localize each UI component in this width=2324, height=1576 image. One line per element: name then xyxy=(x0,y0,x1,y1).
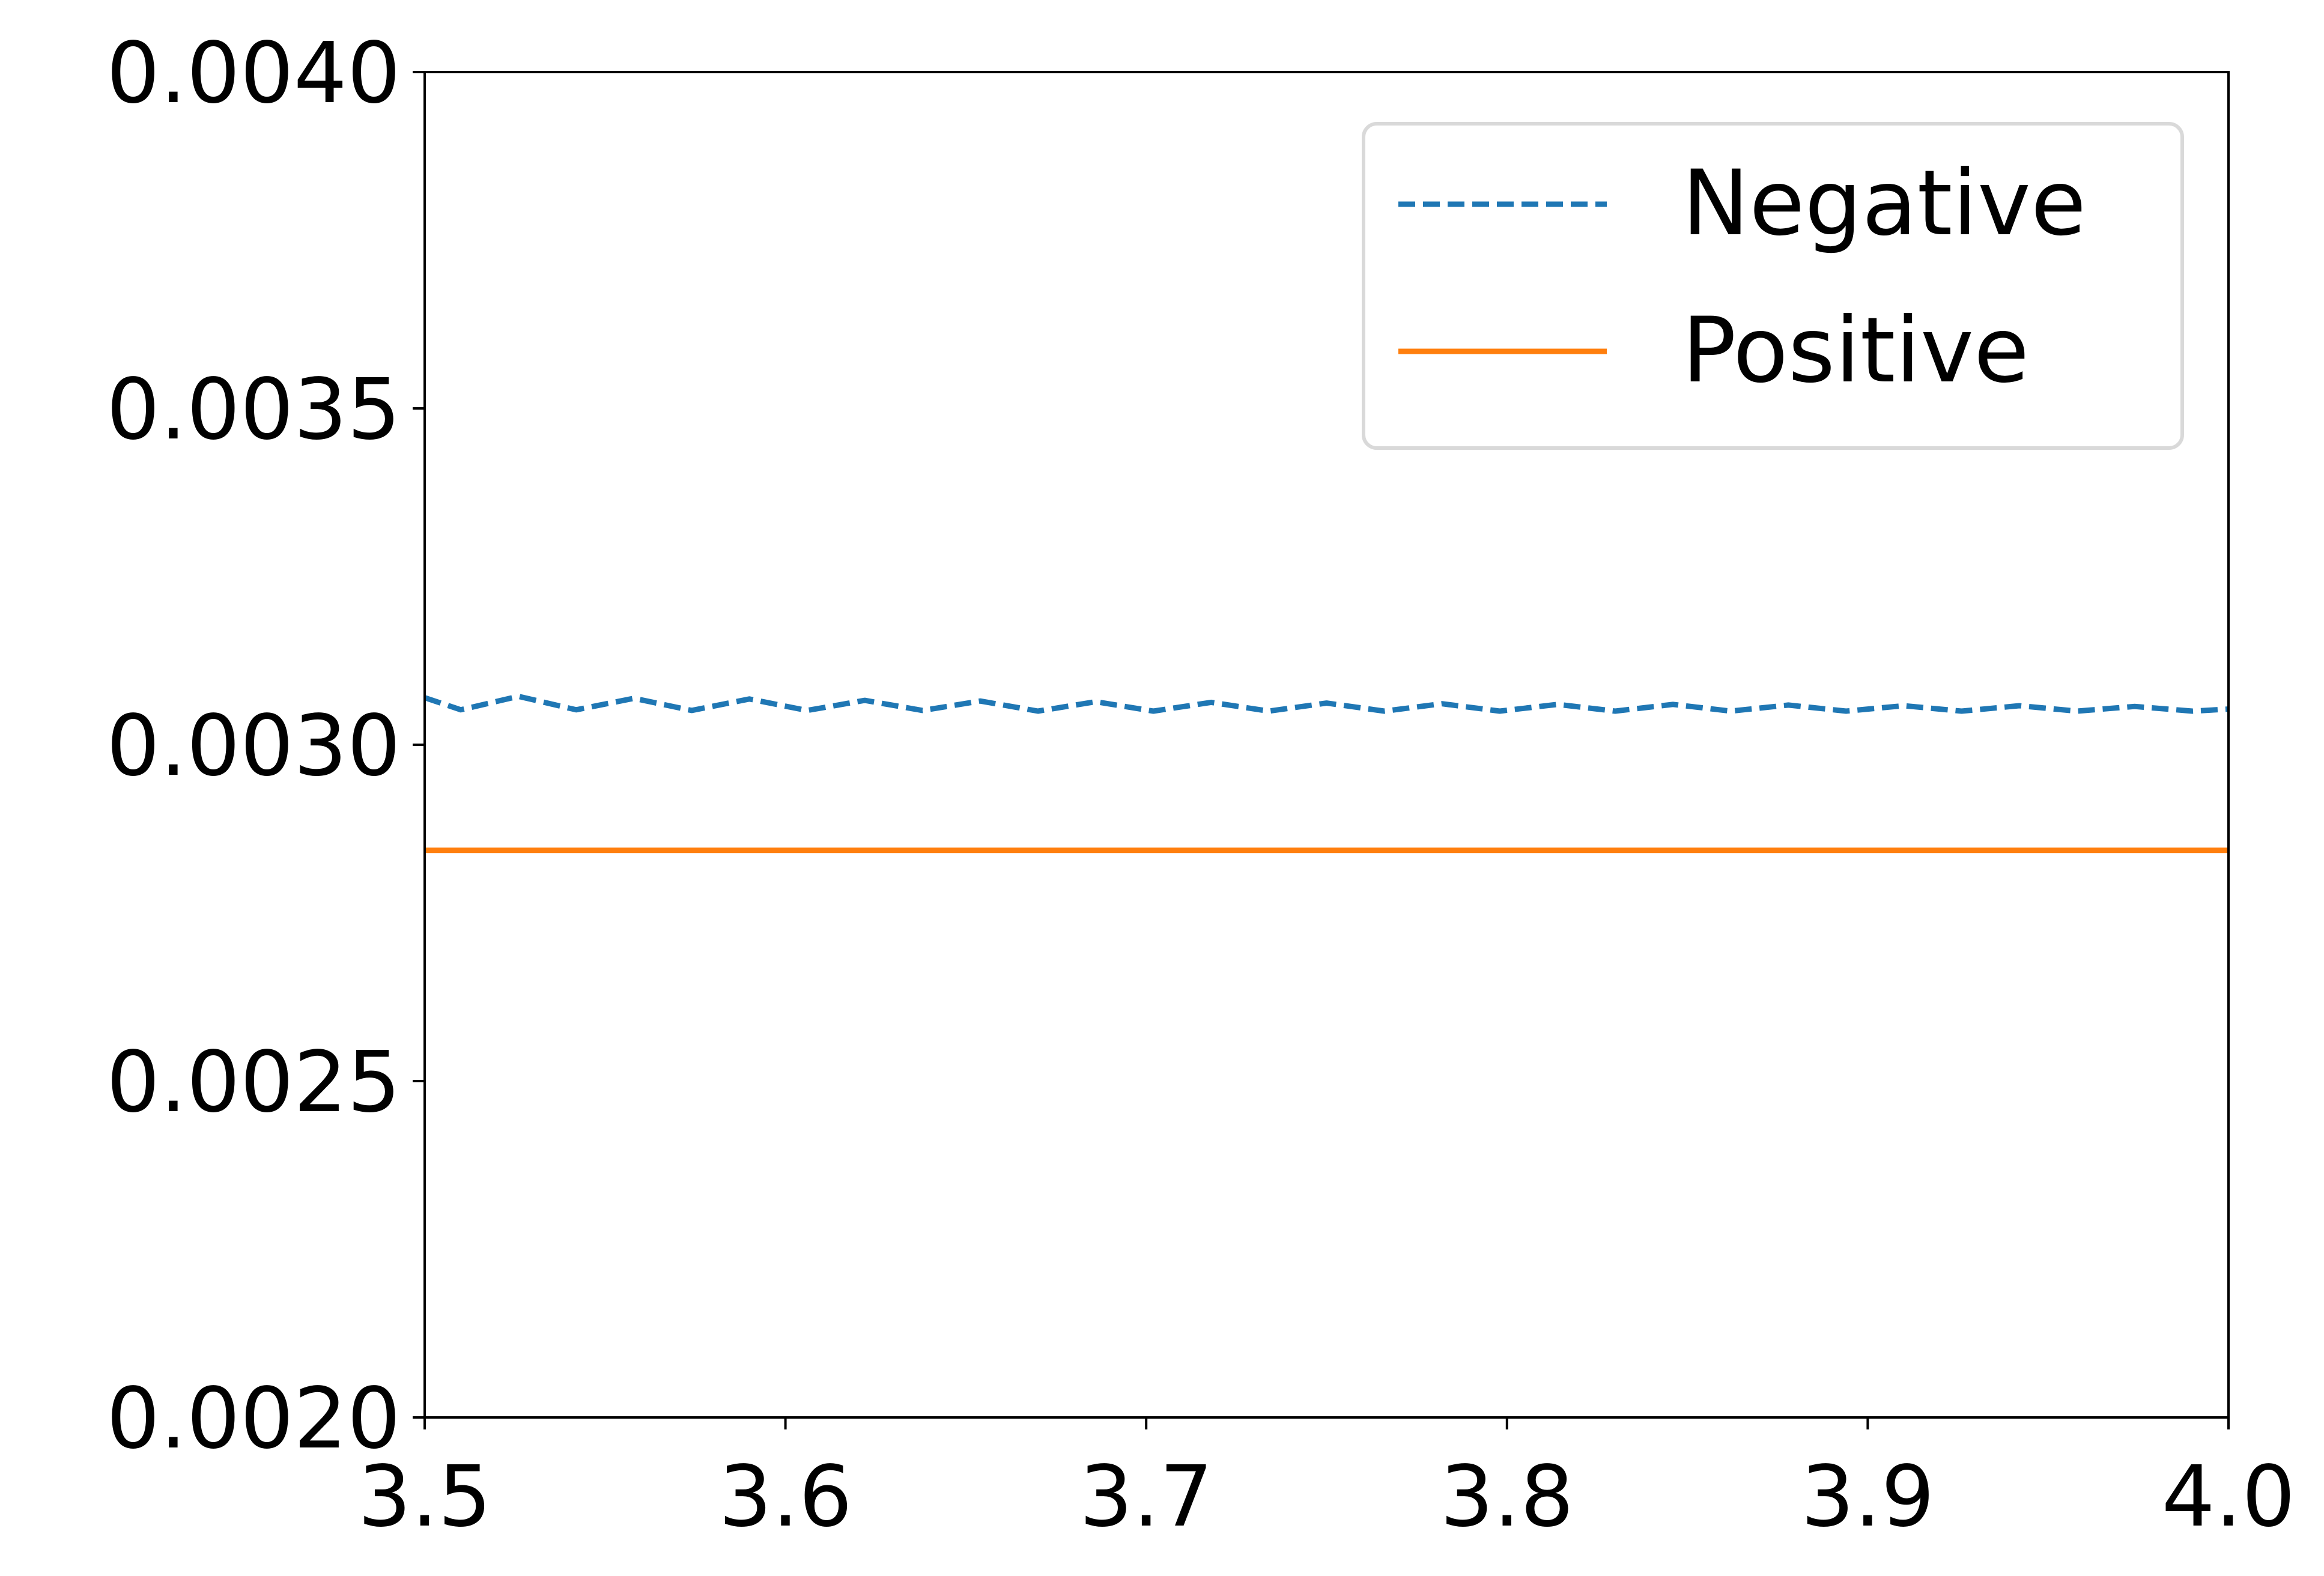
legend-label-negative: Negative xyxy=(1682,151,2086,256)
series-layer xyxy=(423,693,2229,853)
y-tick-label: 0.0035 xyxy=(106,361,401,459)
y-tick-label: 0.0025 xyxy=(106,1034,401,1132)
x-tick-label: 3.8 xyxy=(1440,1448,1574,1546)
x-tick-label: 4.0 xyxy=(2162,1448,2296,1546)
series-line-negative xyxy=(423,693,2229,714)
y-tick-label: 0.0040 xyxy=(106,25,401,123)
legend-box xyxy=(1362,122,2184,450)
y-tick-label: 0.0020 xyxy=(106,1370,401,1468)
x-tick-label: 3.6 xyxy=(718,1448,852,1546)
legend: Negative Positive xyxy=(1362,122,2184,450)
x-tick-label: 3.9 xyxy=(1801,1448,1935,1546)
axes-layer: 3.5 3.6 3.7 3.8 3.9 4.0 0.0020 0.0025 0.0030 0.00… xyxy=(106,25,2295,1546)
x-tick-label: 3.5 xyxy=(358,1448,492,1546)
legend-label-positive: Positive xyxy=(1682,299,2029,403)
x-tick-label: 3.7 xyxy=(1079,1448,1213,1546)
y-tick-label: 0.0030 xyxy=(106,697,401,795)
